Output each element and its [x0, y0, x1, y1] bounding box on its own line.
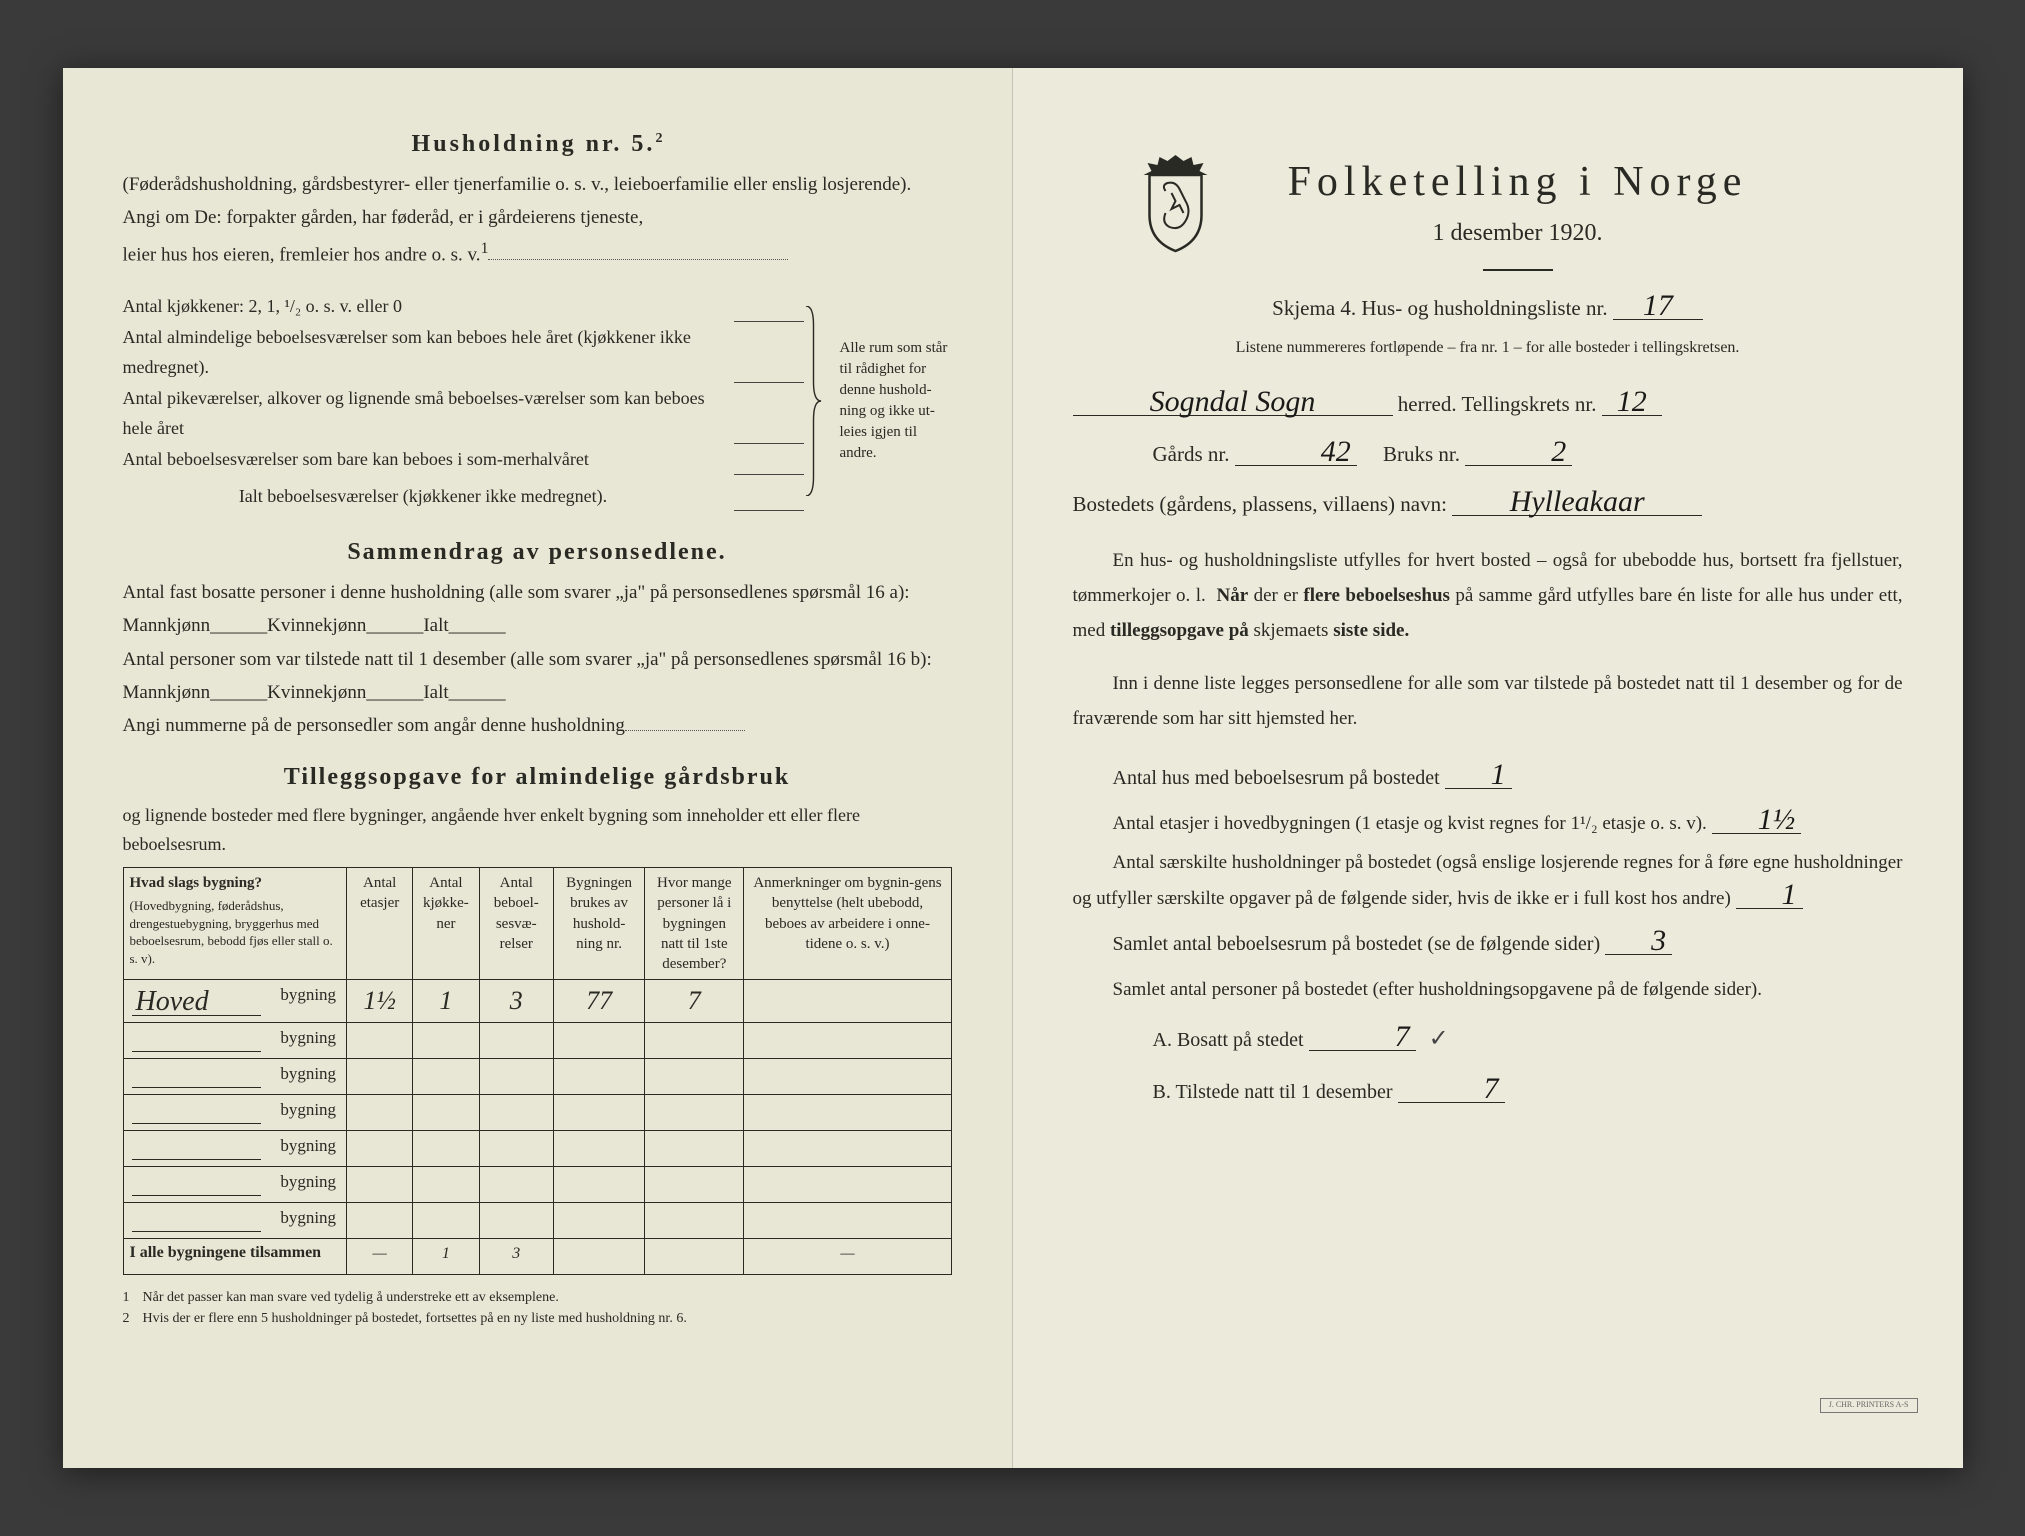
sammendrag-l2: Antal personer som var tilstede natt til…	[123, 643, 952, 710]
table-row: bygning	[123, 1094, 951, 1130]
footnotes: 1Når det passer kan man svare ved tydeli…	[123, 1287, 952, 1329]
skjema-line: Skjema 4. Hus- og husholdningsliste nr. …	[1073, 289, 1903, 329]
stat-beboelse: Samlet antal beboelsesrum på bostedet (s…	[1073, 920, 1903, 968]
stat-hus: Antal hus med beboelsesrum på bostedet 1	[1073, 754, 1903, 802]
document-spread: Husholdning nr. 5.2 (Føderådshusholdning…	[63, 68, 1963, 1468]
tillegg-intro: og lignende bosteder med flere bygninger…	[123, 801, 952, 859]
printer-stamp: J. CHR. PRINTERS A-S	[1820, 1398, 1918, 1413]
col-bygning: Hvad slags bygning? (Hovedbygning, føder…	[123, 868, 347, 980]
sammendrag-title: Sammendrag av personsedlene.	[123, 539, 952, 566]
table-row: Hovedbygning1½13777	[123, 980, 951, 1022]
angi-line2: leier hus hos eieren, fremleier hos andr…	[123, 235, 952, 272]
bruks-nr-value: 2	[1465, 438, 1572, 466]
divider	[1483, 269, 1553, 271]
left-page: Husholdning nr. 5.2 (Føderådshusholdning…	[63, 68, 1013, 1468]
col-etasjer: Antal etasjer	[347, 868, 413, 980]
sammendrag-l1: Antal fast bosatte personer i denne hush…	[123, 576, 952, 643]
gards-nr-value: 42	[1235, 438, 1357, 466]
curly-brace-icon	[804, 291, 832, 511]
census-date: 1 desember 1920.	[1133, 220, 1903, 247]
angi-line1: Angi om De: forpakter gården, har føderå…	[123, 201, 952, 234]
rooms-brace-block: Antal kjøkkener: 2, 1, ¹/₂ o. s. v. elle…	[123, 291, 952, 511]
col-hushold: Bygningen brukes av hushold-ning nr.	[554, 868, 645, 980]
col-personer: Hvor mange personer lå i bygningen natt …	[645, 868, 744, 980]
checkmark-icon: ✓	[1429, 1026, 1449, 1052]
table-row: bygning	[123, 1202, 951, 1238]
bygning-table: Hvad slags bygning? (Hovedbygning, føder…	[123, 867, 952, 1274]
stat-hushold: Antal særskilte husholdninger på bostede…	[1073, 845, 1903, 915]
liste-nr-value: 17	[1613, 292, 1703, 320]
gards-line: Gårds nr. 42 Bruks nr. 2	[1073, 435, 1903, 475]
table-row: bygning	[123, 1166, 951, 1202]
table-row: bygning	[123, 1022, 951, 1058]
herred-value: Sogndal Sogn	[1073, 388, 1393, 416]
stat-personer: Samlet antal personer på bostedet (efter…	[1073, 972, 1903, 1007]
stat-tilstede: B. Tilstede natt til 1 desember 7	[1073, 1068, 1903, 1116]
table-row: bygning	[123, 1130, 951, 1166]
col-beboelse: Antal beboel-sesvæ-relser	[479, 868, 554, 980]
listene-note: Listene nummereres fortløpende – fra nr.…	[1073, 339, 1903, 357]
bosted-line: Bostedets (gårdens, plassens, villaens) …	[1073, 485, 1903, 525]
bosted-value: Hylleakaar	[1452, 488, 1702, 516]
husholdning-title: Husholdning nr. 5.2	[123, 131, 952, 158]
col-kjokken: Antal kjøkke-ner	[413, 868, 479, 980]
stat-bosatt: A. Bosatt på stedet 7 ✓	[1073, 1011, 1903, 1069]
herred-line: Sogndal Sogn herred. Tellingskrets nr. 1…	[1073, 385, 1903, 425]
census-title: Folketelling i Norge	[1133, 158, 1903, 206]
husholdning-intro: (Føderådshusholdning, gårdsbestyrer- ell…	[123, 168, 952, 201]
right-page: Folketelling i Norge 1 desember 1920. Sk…	[1013, 68, 1963, 1468]
coat-of-arms-icon	[1133, 153, 1218, 253]
krets-nr-value: 12	[1602, 388, 1662, 416]
para1: En hus- og husholdningsliste utfylles fo…	[1073, 543, 1903, 648]
table-row: bygning	[123, 1058, 951, 1094]
para2: Inn i denne liste legges personsedlene f…	[1073, 666, 1903, 736]
tillegg-title: Tilleggsopgave for almindelige gårdsbruk	[123, 764, 952, 791]
col-anm: Anmerkninger om bygnin-gens benyttelse (…	[744, 868, 951, 980]
stat-etasjer: Antal etasjer i hovedbygningen (1 etasje…	[1073, 806, 1903, 841]
table-total-row: I alle bygningene tilsammen — 1 3 —	[123, 1238, 951, 1274]
sammendrag-l3: Angi nummerne på de personsedler som ang…	[123, 709, 952, 742]
brace-caption: Alle rum som står til rådighet for denne…	[832, 291, 952, 511]
